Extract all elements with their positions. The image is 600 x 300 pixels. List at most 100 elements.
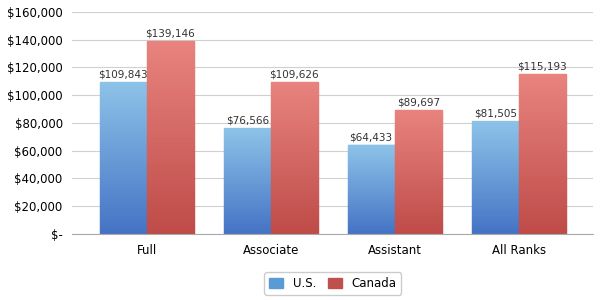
Bar [395, 203, 442, 204]
Bar [518, 149, 566, 151]
Bar [472, 150, 518, 152]
Bar [518, 183, 566, 184]
Bar [147, 170, 194, 172]
Bar [271, 184, 318, 185]
Bar [147, 141, 194, 143]
Bar [347, 209, 395, 210]
Bar [271, 220, 318, 222]
Bar [518, 101, 566, 103]
Bar [395, 194, 442, 195]
Bar [271, 140, 318, 141]
Bar [271, 141, 318, 143]
Bar [224, 226, 271, 228]
Bar [347, 217, 395, 218]
Bar [347, 145, 395, 146]
Bar [395, 222, 442, 223]
Bar [100, 156, 147, 158]
Bar [224, 170, 271, 171]
Bar [271, 134, 318, 135]
Bar [347, 225, 395, 226]
Bar [472, 193, 518, 194]
Bar [100, 231, 147, 232]
Bar [395, 127, 442, 128]
Bar [224, 195, 271, 196]
Bar [100, 101, 147, 103]
Bar [518, 95, 566, 97]
Bar [224, 152, 271, 153]
Bar [100, 152, 147, 153]
Bar [472, 183, 518, 184]
Bar [271, 99, 318, 100]
Bar [395, 112, 442, 113]
Bar [271, 159, 318, 161]
Bar [395, 119, 442, 121]
Bar [224, 229, 271, 230]
Bar [100, 188, 147, 190]
Bar [347, 204, 395, 205]
Bar [347, 188, 395, 189]
Bar [518, 199, 566, 200]
Bar [100, 144, 147, 146]
Bar [271, 130, 318, 132]
Bar [147, 184, 194, 186]
Bar [395, 153, 442, 154]
Bar [395, 134, 442, 136]
Bar [395, 148, 442, 149]
Text: $109,843: $109,843 [98, 69, 148, 79]
Bar [271, 210, 318, 211]
Bar [100, 92, 147, 94]
Bar [100, 202, 147, 203]
Bar [147, 215, 194, 217]
Bar [271, 85, 318, 86]
Bar [518, 133, 566, 135]
Bar [347, 229, 395, 230]
Bar [395, 229, 442, 230]
Bar [347, 177, 395, 178]
Bar [518, 90, 566, 92]
Bar [100, 200, 147, 202]
Bar [518, 210, 566, 212]
Bar [100, 127, 147, 129]
Bar [472, 218, 518, 219]
Bar [100, 103, 147, 104]
Bar [395, 193, 442, 194]
Bar [472, 189, 518, 190]
Bar [224, 149, 271, 150]
Bar [472, 206, 518, 207]
Bar [271, 126, 318, 128]
Bar [472, 199, 518, 200]
Bar [395, 156, 442, 157]
Bar [147, 109, 194, 110]
Bar [347, 202, 395, 203]
Bar [347, 181, 395, 182]
Bar [518, 77, 566, 79]
Bar [271, 214, 318, 216]
Bar [518, 93, 566, 95]
Bar [147, 85, 194, 87]
Bar [224, 155, 271, 156]
Bar [224, 189, 271, 190]
Bar [224, 208, 271, 210]
Bar [147, 195, 194, 197]
Bar [271, 108, 318, 109]
Bar [147, 50, 194, 52]
Bar [147, 157, 194, 159]
Bar [472, 220, 518, 222]
Bar [395, 232, 442, 233]
Bar [518, 208, 566, 210]
Bar [100, 114, 147, 115]
Bar [347, 168, 395, 169]
Bar [224, 136, 271, 137]
Bar [147, 58, 194, 60]
Bar [100, 98, 147, 100]
Bar [224, 171, 271, 172]
Bar [147, 199, 194, 201]
Bar [472, 165, 518, 166]
Bar [224, 188, 271, 189]
Bar [271, 94, 318, 95]
Bar [100, 91, 147, 92]
Bar [518, 143, 566, 145]
Bar [472, 167, 518, 168]
Bar [472, 178, 518, 180]
Bar [347, 206, 395, 207]
